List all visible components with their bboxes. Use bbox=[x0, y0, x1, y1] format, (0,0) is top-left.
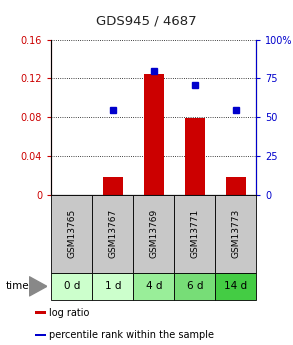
Bar bbox=[144, 73, 164, 195]
Bar bbox=[92, 273, 133, 300]
Bar bbox=[174, 195, 215, 273]
Text: 1 d: 1 d bbox=[105, 282, 121, 291]
Text: GSM13765: GSM13765 bbox=[67, 209, 76, 258]
Bar bbox=[215, 195, 256, 273]
Text: 14 d: 14 d bbox=[224, 282, 247, 291]
Text: time: time bbox=[6, 282, 30, 291]
Text: 0 d: 0 d bbox=[64, 282, 80, 291]
Text: 4 d: 4 d bbox=[146, 282, 162, 291]
Bar bbox=[133, 195, 174, 273]
Polygon shape bbox=[29, 277, 47, 296]
Text: percentile rank within the sample: percentile rank within the sample bbox=[49, 330, 214, 340]
Bar bbox=[215, 273, 256, 300]
Text: GSM13769: GSM13769 bbox=[149, 209, 158, 258]
Bar bbox=[92, 195, 133, 273]
Text: log ratio: log ratio bbox=[49, 308, 89, 318]
Text: GSM13771: GSM13771 bbox=[190, 209, 199, 258]
Bar bbox=[35, 334, 46, 336]
Text: 6 d: 6 d bbox=[187, 282, 203, 291]
Bar bbox=[35, 312, 46, 314]
Text: GSM13767: GSM13767 bbox=[108, 209, 117, 258]
Bar bbox=[174, 273, 215, 300]
Bar bbox=[133, 273, 174, 300]
Text: GSM13773: GSM13773 bbox=[231, 209, 240, 258]
Bar bbox=[185, 118, 205, 195]
Bar bbox=[103, 177, 123, 195]
Bar bbox=[226, 177, 246, 195]
Bar bbox=[51, 273, 92, 300]
Bar bbox=[51, 195, 92, 273]
Text: GDS945 / 4687: GDS945 / 4687 bbox=[96, 14, 197, 28]
